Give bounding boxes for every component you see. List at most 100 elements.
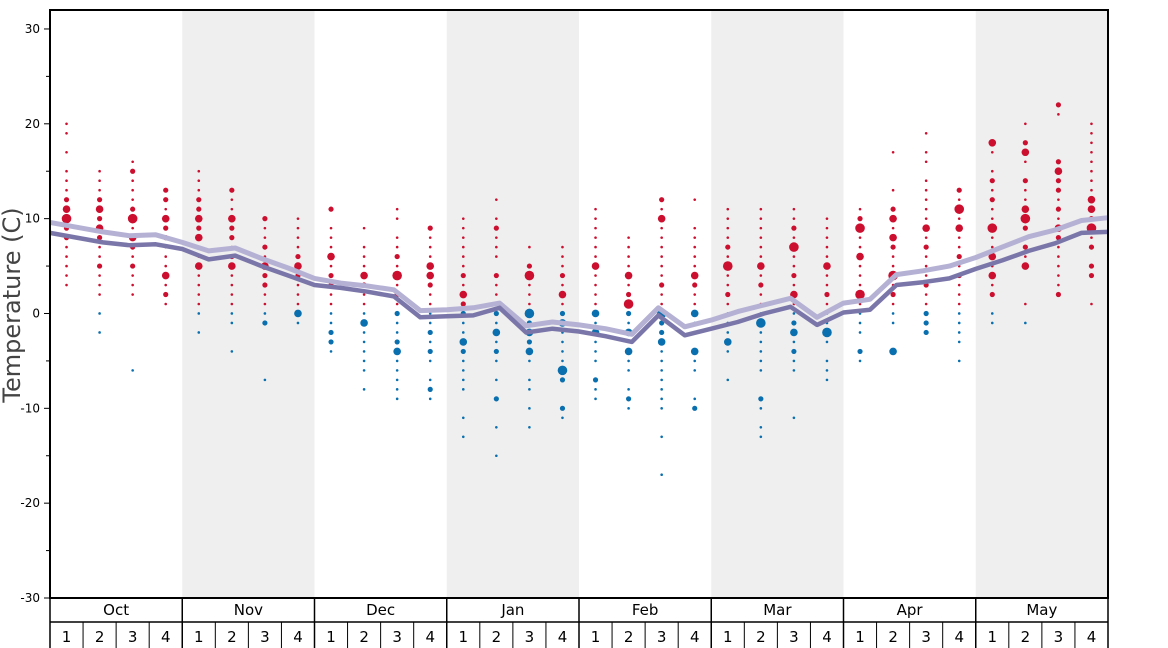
temperature-point bbox=[987, 223, 998, 233]
temperature-point bbox=[95, 205, 104, 213]
temperature-point bbox=[161, 271, 170, 280]
temperature-point bbox=[955, 224, 964, 232]
temperature-point bbox=[923, 244, 929, 250]
week-label: 2 bbox=[756, 628, 766, 646]
week-label: 3 bbox=[1054, 628, 1064, 646]
temperature-point bbox=[956, 187, 962, 193]
temperature-point bbox=[559, 377, 566, 383]
temperature-point bbox=[561, 350, 564, 353]
temperature-point bbox=[759, 293, 763, 296]
temperature-point bbox=[1021, 148, 1030, 157]
month-label-apr: Apr bbox=[897, 601, 924, 619]
temperature-point bbox=[362, 369, 366, 372]
temperature-point bbox=[262, 216, 268, 222]
temperature-point bbox=[924, 217, 928, 220]
temperature-point bbox=[1057, 264, 1060, 268]
temperature-point bbox=[693, 226, 697, 230]
temperature-point bbox=[262, 244, 268, 250]
temperature-point bbox=[65, 274, 68, 277]
average-line-upper bbox=[49, 215, 1109, 337]
temperature-point bbox=[1087, 195, 1096, 204]
temperature-point bbox=[990, 236, 994, 239]
temperature-point bbox=[759, 217, 763, 220]
temperature-point bbox=[957, 321, 961, 325]
week-label: 3 bbox=[921, 628, 931, 646]
temperature-point bbox=[1055, 178, 1062, 184]
temperature-point bbox=[890, 291, 896, 298]
month-label-feb: Feb bbox=[632, 601, 659, 619]
temperature-point bbox=[594, 388, 597, 391]
temperature-point bbox=[329, 236, 333, 239]
week-label: 2 bbox=[1021, 628, 1031, 646]
temperature-point bbox=[1090, 188, 1093, 192]
temperature-point bbox=[1024, 255, 1027, 258]
temperature-point bbox=[131, 255, 134, 258]
temperature-point bbox=[759, 369, 763, 372]
temperature-point bbox=[329, 264, 333, 268]
temperature-point bbox=[328, 272, 334, 279]
temperature-point bbox=[924, 274, 928, 277]
temperature-point bbox=[329, 350, 333, 353]
temperature-point bbox=[789, 242, 799, 252]
temperature-point bbox=[792, 264, 796, 268]
temperature-point bbox=[197, 188, 201, 192]
temperature-point bbox=[657, 214, 666, 223]
y-tick-label: 10 bbox=[25, 212, 40, 226]
temperature-point bbox=[1022, 140, 1028, 146]
temperature-point bbox=[891, 150, 895, 154]
temperature-point bbox=[791, 225, 797, 231]
temperature-points bbox=[61, 102, 1097, 477]
temperature-point bbox=[858, 236, 862, 239]
temperature-point bbox=[660, 369, 663, 372]
temperature-point bbox=[791, 320, 797, 326]
temperature-point bbox=[726, 255, 730, 258]
temperature-point bbox=[660, 245, 663, 249]
temperature-point bbox=[493, 310, 499, 317]
temperature-point bbox=[659, 197, 665, 203]
temperature-point bbox=[1057, 217, 1060, 220]
temperature-point bbox=[693, 293, 697, 296]
temperature-point bbox=[426, 262, 435, 270]
week-label: 1 bbox=[326, 628, 336, 646]
temperature-point bbox=[395, 321, 399, 325]
temperature-point bbox=[294, 262, 302, 270]
temperature-point bbox=[660, 407, 663, 410]
temperature-point bbox=[989, 291, 995, 298]
temperature-point bbox=[130, 263, 136, 269]
temperature-point bbox=[394, 339, 400, 345]
temperature-point bbox=[988, 138, 997, 147]
temperature-point bbox=[924, 207, 928, 211]
week-label: 1 bbox=[855, 628, 865, 646]
temperature-point bbox=[557, 365, 568, 376]
temperature-point bbox=[1090, 160, 1093, 164]
temperature-point bbox=[657, 338, 666, 346]
temperature-point bbox=[229, 225, 235, 231]
temperature-point bbox=[197, 283, 201, 287]
temperature-point bbox=[792, 359, 796, 363]
temperature-point bbox=[131, 226, 134, 230]
temperature-point bbox=[990, 283, 994, 287]
temperature-point bbox=[1022, 178, 1028, 184]
temperature-point bbox=[924, 236, 928, 239]
temperature-point bbox=[461, 388, 465, 391]
temperature-point bbox=[990, 207, 994, 211]
temperature-point bbox=[792, 416, 796, 420]
temperature-point bbox=[395, 283, 399, 287]
temperature-point bbox=[825, 340, 829, 344]
temperature-point bbox=[229, 187, 235, 193]
temperature-point bbox=[889, 214, 897, 223]
temperature-point bbox=[891, 226, 895, 230]
temperature-point bbox=[130, 168, 136, 174]
week-label: 1 bbox=[194, 628, 204, 646]
temperature-point bbox=[823, 262, 831, 270]
temperature-point bbox=[592, 377, 599, 383]
temperature-point bbox=[428, 302, 432, 306]
temperature-point bbox=[362, 226, 366, 230]
temperature-point bbox=[792, 369, 796, 372]
temperature-point bbox=[427, 329, 433, 336]
temperature-point bbox=[858, 283, 862, 287]
temperature-point bbox=[525, 347, 534, 356]
temperature-point bbox=[759, 226, 763, 230]
temperature-point bbox=[825, 302, 829, 306]
temperature-point bbox=[690, 309, 699, 318]
